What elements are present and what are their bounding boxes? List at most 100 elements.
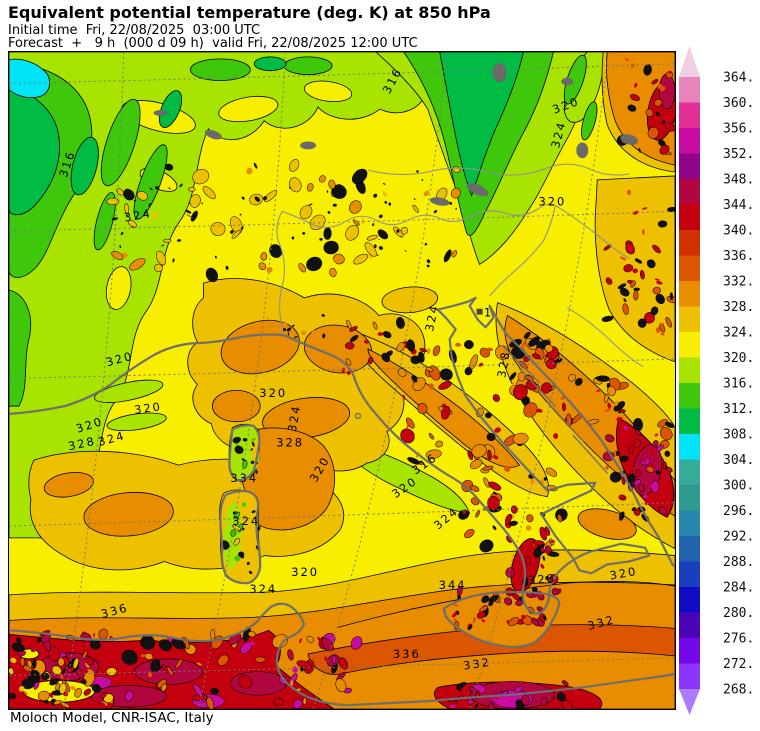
colorbar-tick-label: 336. — [723, 249, 754, 264]
colorbar-segment — [679, 638, 700, 664]
mountain-speckle-texture — [9, 57, 675, 709]
map-frame: 316 324 320 320 320 328 324 324 328 324 334 320 324 3… — [8, 51, 676, 710]
colorbar-segment — [679, 128, 700, 154]
colorbar-tick-label: 296. — [723, 504, 754, 519]
colorbar-segment — [679, 255, 700, 282]
colorbar-tick-label: 280. — [723, 606, 754, 621]
contour-label: 332 — [462, 655, 492, 673]
contour-label: 320 — [538, 195, 566, 209]
colorbar-tick-label: 316. — [723, 377, 754, 392]
contour-label: 324 — [249, 582, 277, 596]
colorbar-segment — [679, 383, 700, 409]
colorbar-segment — [679, 408, 700, 435]
coastline-italy-balkans — [283, 296, 675, 615]
colorbar-tick-label: 320. — [723, 351, 754, 366]
coastline-corsica — [228, 424, 261, 482]
colorbar-tick-label: 312. — [723, 402, 754, 417]
colorbar-tick-label: 308. — [723, 428, 754, 443]
contour-label: 320 — [259, 386, 287, 400]
contour-label: 328 — [67, 434, 97, 453]
contour-label: 328 — [528, 571, 557, 587]
colorbar-segment — [679, 281, 700, 307]
colorbar-segment — [679, 306, 700, 333]
yellow-pockets-in-green — [105, 80, 353, 310]
colorbar-segment — [679, 357, 700, 384]
colorbar-tick-label: 324. — [723, 326, 754, 341]
contour-label: 328 — [494, 349, 513, 378]
colorbar-tick-label: 288. — [723, 555, 754, 570]
colorbar-tick-label: 284. — [723, 581, 754, 596]
colorbar-segment — [679, 612, 700, 639]
contour-label: 324 — [285, 403, 304, 432]
contour-label: 324 — [422, 303, 442, 333]
colorbar-segment — [679, 434, 700, 460]
colorbar-tick-label: 292. — [723, 530, 754, 545]
croatian-islands — [502, 346, 608, 474]
contour-label: 320 — [291, 565, 319, 579]
contour-label: 324 — [548, 120, 569, 150]
contour-label: 336 — [393, 647, 421, 661]
colorbar-segment — [679, 230, 700, 256]
colorbar-segment — [679, 663, 700, 690]
theta-e-308-312-zones — [9, 52, 524, 216]
colorbar-tick-label: 360. — [723, 96, 754, 111]
colorbar-segment — [679, 77, 700, 103]
colorbar-segment — [679, 587, 700, 613]
coastline-africa — [9, 602, 675, 707]
colorbar-tick-label: 272. — [723, 657, 754, 672]
colorbar-segment — [679, 536, 700, 562]
coastline-sardinia — [219, 490, 262, 585]
colorbar-segment — [679, 485, 700, 511]
island-elba — [354, 412, 362, 420]
colorbar-tick-label: 268. — [723, 683, 754, 698]
colorbar-segment — [679, 102, 700, 129]
contour-label: 324 — [232, 514, 260, 528]
colorbar-tick-label: 356. — [723, 122, 754, 137]
country-borders — [276, 163, 644, 368]
terrain-height-marker: 1 — [484, 306, 493, 320]
colorbar-tick-label: 340. — [723, 224, 754, 239]
contour-label: 332 — [586, 612, 617, 633]
colorbar-arrow-under — [679, 689, 700, 715]
coastlines — [9, 296, 675, 707]
colorbar-segment — [679, 153, 700, 180]
contour-label: 328 — [276, 435, 304, 449]
contour-label: 320 — [609, 564, 639, 582]
contour-label: 320 — [104, 349, 135, 370]
forecast-valid-text: Forecast + 9 h (000 d 09 h) valid Fri, 2… — [8, 36, 418, 51]
contour-label: 334 — [230, 471, 258, 485]
colorbar-tick-label: 348. — [723, 173, 754, 188]
colorbar-segment — [679, 459, 700, 486]
contour-label: 324 — [96, 428, 127, 449]
colorbar: 364. 360. 356. 352. 348. 344. 340. 336. 332. 328.… — [679, 46, 754, 715]
colorbar-tick-label: 352. — [723, 147, 754, 162]
colorbar-segment — [679, 204, 700, 231]
colorbar-tick-label: 300. — [723, 479, 754, 494]
colorbar-segment — [679, 332, 700, 358]
colorbar-tick-label: 344. — [723, 198, 754, 213]
colorbar-arrow-over — [679, 46, 700, 77]
contour-label: 324 — [123, 206, 153, 224]
model-credit: Moloch Model, CNR-ISAC, Italy — [10, 710, 214, 726]
theta-e-304-308-cyan-zone — [9, 58, 50, 99]
page-title: Equivalent potential temperature (deg. K… — [8, 3, 491, 22]
coastline-france — [9, 333, 286, 416]
colorbar-segment — [679, 510, 700, 537]
colorbar-segment — [679, 179, 700, 205]
colorbar-tick-label: 364. — [723, 71, 754, 86]
colorbar-tick-label: 328. — [723, 300, 754, 315]
contour-label: 336 — [99, 600, 130, 621]
colorbar-segment — [679, 561, 700, 588]
lat-lon-grid — [9, 52, 675, 709]
colorbar-tick-label: 304. — [723, 453, 754, 468]
colorbar-tick-label: 332. — [723, 275, 754, 290]
contour-label: 344 — [439, 578, 467, 592]
terrain-gray-marks — [153, 62, 638, 315]
initial-time-text: Initial time Fri, 22/08/2025 03:00 UTC — [8, 23, 261, 38]
colorbar-tick-label: 276. — [723, 632, 754, 647]
contour-label: 320 — [133, 399, 163, 417]
coastline-sicily — [442, 590, 561, 648]
